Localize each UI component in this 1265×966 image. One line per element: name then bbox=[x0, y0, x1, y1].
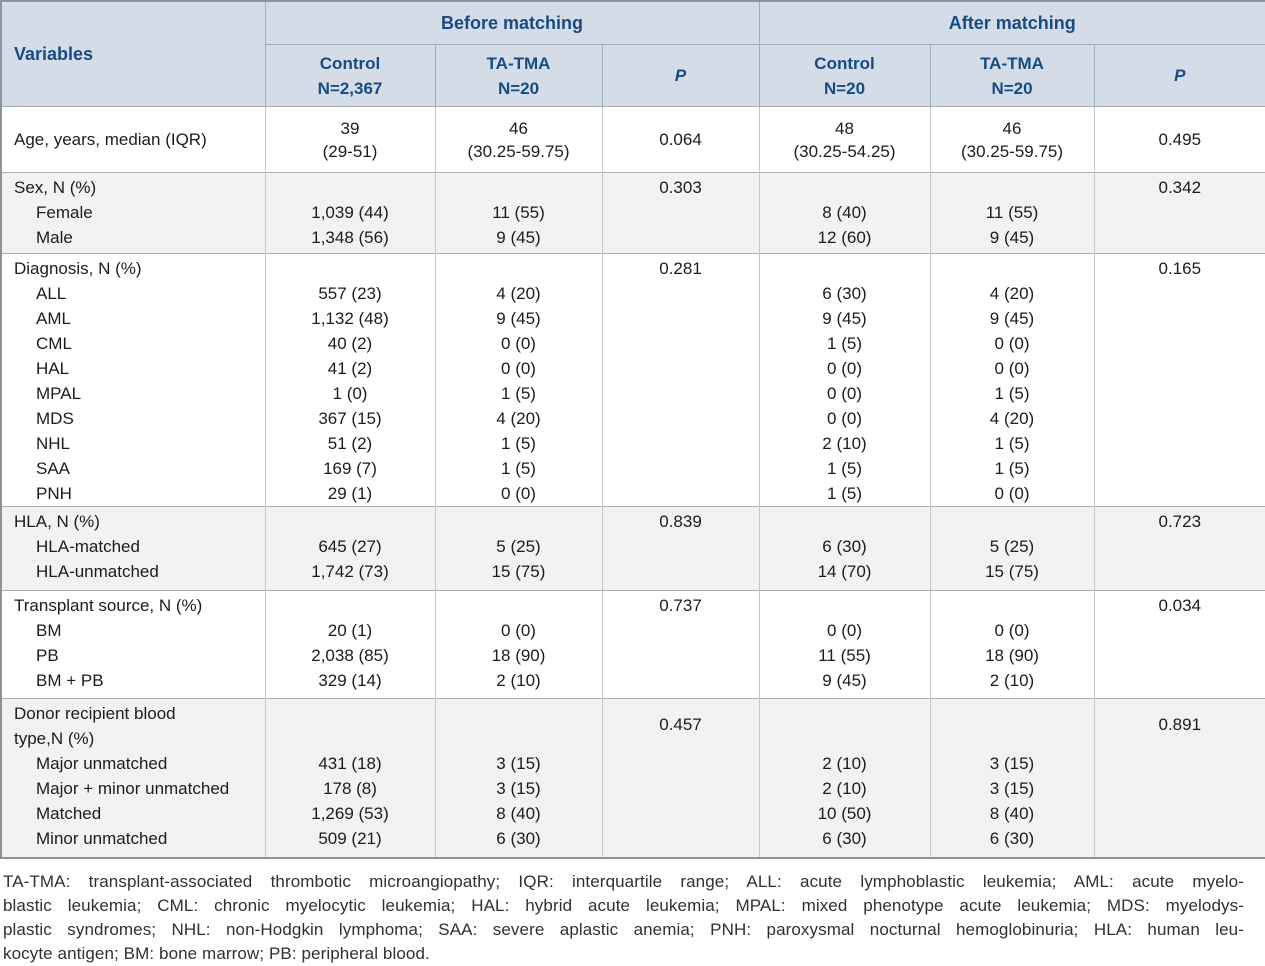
cell-diagnosis-after-tatma: 4 (20) 9 (45) 0 (0) 0 (0) 1 (5) 4 (20) 1… bbox=[929, 253, 1095, 507]
table-row-sex: Sex, N (%) Female Male 1,039 (44) 1,348 … bbox=[0, 172, 1265, 254]
cell-blood-before-tatma: 3 (15) 3 (15) 8 (40) 6 (30) bbox=[434, 698, 603, 858]
column-header-after-matching: After matching bbox=[758, 0, 1265, 45]
table-row-diagnosis: Diagnosis, N (%) ALL AML CML HAL MPAL MD… bbox=[0, 253, 1265, 507]
footnote-line: kocyte antigen; BM: bone marrow; PB: per… bbox=[3, 944, 430, 963]
cell-diagnosis-before-tatma: 4 (20) 9 (45) 0 (0) 0 (0) 1 (5) 4 (20) 1… bbox=[434, 253, 603, 507]
cell-diagnosis-before-control: 557 (23) 1,132 (48) 40 (2) 41 (2) 1 (0) … bbox=[264, 253, 436, 507]
table-row-age: Age, years, median (IQR) 39 (29-51) 46 (30… bbox=[0, 106, 1265, 173]
cell-transplant-before-control: 20 (1) 2,038 (85) 329 (14) bbox=[264, 590, 436, 699]
cell-sex-before-control: 1,039 (44) 1,348 (56) bbox=[264, 172, 436, 254]
row-label-diagnosis: Diagnosis, N (%) ALL AML CML HAL MPAL MD… bbox=[0, 253, 266, 507]
cell-blood-before-p: 0.457 bbox=[601, 698, 760, 858]
cell-blood-before-control: 431 (18) 178 (8) 1,269 (53) 509 (21) bbox=[264, 698, 436, 858]
column-header-before-matching: Before matching bbox=[264, 0, 760, 45]
cell-age-after-p: 0.495 bbox=[1093, 106, 1265, 173]
cell-sex-after-tatma: 11 (55) 9 (45) bbox=[929, 172, 1095, 254]
column-header-after-tatma: TA-TMA N=20 bbox=[929, 44, 1095, 107]
group-n: N=20 bbox=[823, 78, 866, 98]
cell-hla-before-control: 645 (27) 1,742 (73) bbox=[264, 506, 436, 591]
row-label-hla: HLA, N (%) HLA-matched HLA-unmatched bbox=[0, 506, 266, 591]
cell-age-after-control: 48 (30.25-54.25) bbox=[758, 106, 931, 173]
cell-transplant-before-tatma: 0 (0) 18 (90) 2 (10) bbox=[434, 590, 603, 699]
cell-hla-after-tatma: 5 (25) 15 (75) bbox=[929, 506, 1095, 591]
cell-blood-after-p: 0.891 bbox=[1093, 698, 1265, 858]
footnote-line: blastic leukemia; CML: chronic myelocyti… bbox=[3, 896, 1244, 915]
cell-blood-after-control: 2 (10) 2 (10) 10 (50) 6 (30) bbox=[758, 698, 931, 858]
row-label-donor-blood-type: Donor recipient blood type,N (%) Major u… bbox=[0, 698, 266, 858]
table-row-hla: HLA, N (%) HLA-matched HLA-unmatched 645… bbox=[0, 506, 1265, 591]
column-header-after-p: P bbox=[1093, 44, 1265, 107]
cell-hla-before-tatma: 5 (25) 15 (75) bbox=[434, 506, 603, 591]
cell-diagnosis-after-control: 6 (30) 9 (45) 1 (5) 0 (0) 0 (0) 0 (0) 2 … bbox=[758, 253, 931, 507]
column-header-before-tatma: TA-TMA N=20 bbox=[434, 44, 603, 107]
cell-age-after-tatma: 46 (30.25-59.75) bbox=[929, 106, 1095, 173]
table-header-span-row: Variables Before matching After matching bbox=[0, 0, 1265, 107]
column-header-variables: Variables bbox=[0, 0, 266, 107]
cell-age-before-tatma: 46 (30.25-59.75) bbox=[434, 106, 603, 173]
column-header-before-p: P bbox=[601, 44, 760, 107]
cell-transplant-before-p: 0.737 bbox=[601, 590, 760, 699]
row-label-transplant-source: Transplant source, N (%) BM PB BM + PB bbox=[0, 590, 266, 699]
group-name: TA-TMA bbox=[486, 53, 551, 73]
cell-sex-after-control: 8 (40) 12 (60) bbox=[758, 172, 931, 254]
cell-transplant-after-control: 0 (0) 11 (55) 9 (45) bbox=[758, 590, 931, 699]
cell-age-before-p: 0.064 bbox=[601, 106, 760, 173]
cell-sex-before-tatma: 11 (55) 9 (45) bbox=[434, 172, 603, 254]
cell-diagnosis-after-p: 0.165 bbox=[1093, 253, 1265, 507]
cell-hla-before-p: 0.839 bbox=[601, 506, 760, 591]
footnote-line: TA-TMA: transplant-associated thrombotic… bbox=[3, 872, 1244, 891]
cell-hla-after-p: 0.723 bbox=[1093, 506, 1265, 591]
group-name: TA-TMA bbox=[980, 53, 1044, 73]
footnote-line: plastic syndromes; NHL: non-Hodgkin lymp… bbox=[3, 920, 1244, 939]
group-name: Control bbox=[814, 53, 875, 73]
cell-sex-before-p: 0.303 bbox=[601, 172, 760, 254]
table-row-donor-blood-type: Donor recipient blood type,N (%) Major u… bbox=[0, 698, 1265, 858]
cell-sex-after-p: 0.342 bbox=[1093, 172, 1265, 254]
row-label-sex: Sex, N (%) Female Male bbox=[0, 172, 266, 254]
group-n: N=2,367 bbox=[317, 78, 383, 98]
cell-blood-after-tatma: 3 (15) 3 (15) 8 (40) 6 (30) bbox=[929, 698, 1095, 858]
table-row-transplant-source: Transplant source, N (%) BM PB BM + PB 2… bbox=[0, 590, 1265, 699]
column-header-before-control: Control N=2,367 bbox=[264, 44, 436, 107]
row-label-age: Age, years, median (IQR) bbox=[0, 106, 266, 173]
cell-transplant-after-tatma: 0 (0) 18 (90) 2 (10) bbox=[929, 590, 1095, 699]
column-header-after-control: Control N=20 bbox=[758, 44, 931, 107]
table-footnote: TA-TMA: transplant-associated thrombotic… bbox=[0, 859, 1265, 966]
comparison-table: Variables Before matching After matching… bbox=[0, 0, 1265, 859]
group-n: N=20 bbox=[497, 78, 540, 98]
cell-transplant-after-p: 0.034 bbox=[1093, 590, 1265, 699]
group-n: N=20 bbox=[991, 78, 1033, 98]
group-name: Control bbox=[319, 53, 381, 73]
table-header-sub-row: Control N=2,367 TA-TMA N=20 P Control N=… bbox=[1, 44, 1265, 107]
cell-age-before-control: 39 (29-51) bbox=[264, 106, 436, 173]
cell-hla-after-control: 6 (30) 14 (70) bbox=[758, 506, 931, 591]
cell-diagnosis-before-p: 0.281 bbox=[601, 253, 760, 507]
